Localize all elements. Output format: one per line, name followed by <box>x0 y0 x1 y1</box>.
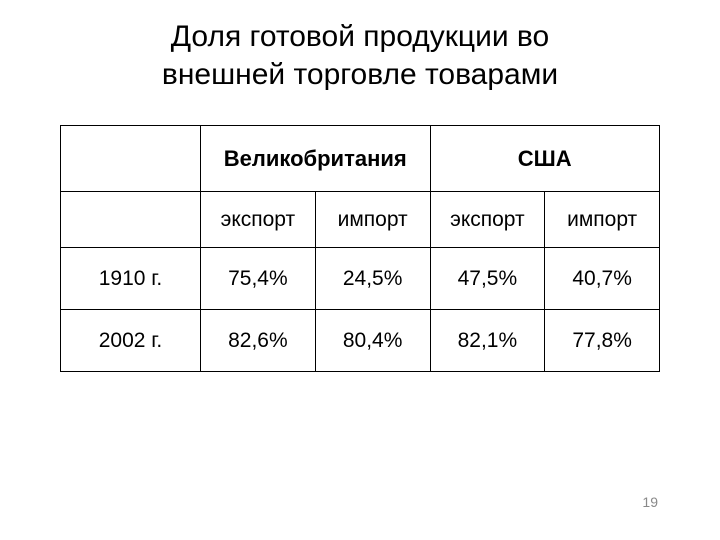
data-cell: 82,1% <box>430 310 545 372</box>
country-header: Великобритания <box>201 126 431 192</box>
slide-title: Доля готовой продукции во внешней торгов… <box>0 0 720 103</box>
table-container: Великобритания США экспорт импорт экспор… <box>0 103 720 372</box>
empty-subheader-cell <box>61 192 201 248</box>
table-row: Великобритания США <box>61 126 660 192</box>
table-row: 1910 г. 75,4% 24,5% 47,5% 40,7% <box>61 248 660 310</box>
title-line-2: внешней торговле товарами <box>162 58 558 91</box>
data-cell: 80,4% <box>315 310 430 372</box>
page-number: 19 <box>642 494 658 510</box>
sub-header: экспорт <box>430 192 545 248</box>
row-label: 2002 г. <box>61 310 201 372</box>
table-row: экспорт импорт экспорт импорт <box>61 192 660 248</box>
sub-header: экспорт <box>201 192 316 248</box>
title-line-1: Доля готовой продукции во <box>171 20 549 53</box>
row-label: 1910 г. <box>61 248 201 310</box>
data-table: Великобритания США экспорт импорт экспор… <box>60 125 660 372</box>
empty-header-cell <box>61 126 201 192</box>
data-cell: 40,7% <box>545 248 660 310</box>
country-header: США <box>430 126 660 192</box>
table-row: 2002 г. 82,6% 80,4% 82,1% 77,8% <box>61 310 660 372</box>
data-cell: 82,6% <box>201 310 316 372</box>
sub-header: импорт <box>315 192 430 248</box>
data-cell: 47,5% <box>430 248 545 310</box>
data-cell: 77,8% <box>545 310 660 372</box>
sub-header: импорт <box>545 192 660 248</box>
data-cell: 24,5% <box>315 248 430 310</box>
data-cell: 75,4% <box>201 248 316 310</box>
